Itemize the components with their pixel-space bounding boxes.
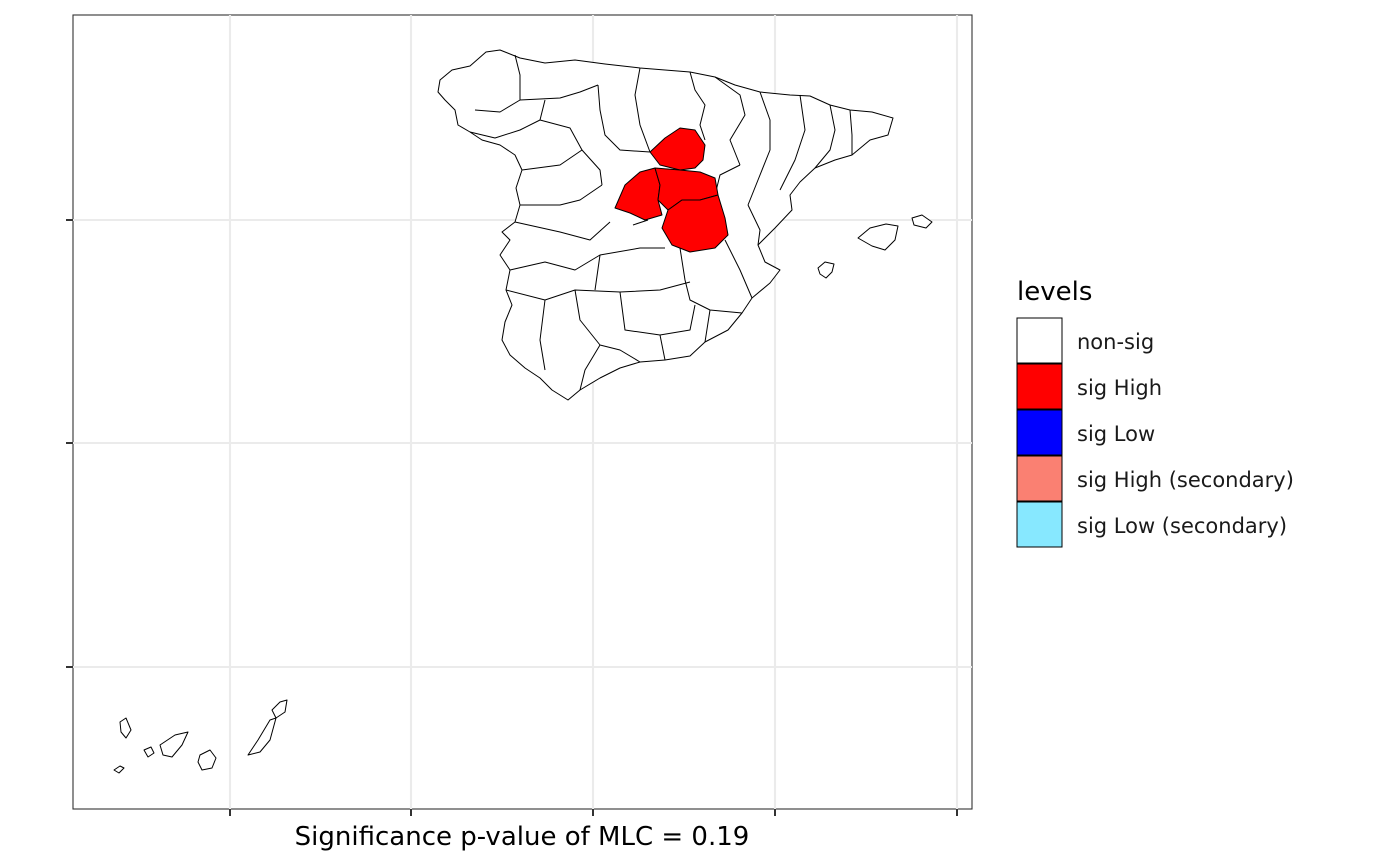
border-barcelona	[849, 109, 853, 155]
island-fuerteventura	[247, 717, 277, 756]
island-tenerife	[159, 731, 189, 758]
island-ibiza	[817, 261, 835, 279]
border-zaragoza	[747, 91, 771, 206]
border-almeria	[704, 309, 711, 343]
island-la-palma	[119, 717, 132, 739]
legend-label-sig-low-secondary: sig Low (secondary)	[1077, 514, 1287, 538]
legend: levels non-sig sig High sig Low sig High…	[1016, 277, 1294, 548]
border-teruel	[747, 204, 761, 246]
island-lanzarote	[271, 699, 288, 719]
legend-label-sig-high: sig High	[1077, 376, 1162, 400]
legend-key-sig-high-secondary	[1016, 455, 1063, 502]
border-albacete	[679, 247, 743, 314]
border-cadiz	[579, 344, 601, 391]
region-cuenca-toledo	[661, 194, 729, 253]
border-lleida	[814, 104, 836, 169]
border-burgos-w	[634, 67, 651, 153]
region-segovia	[649, 127, 706, 171]
island-mallorca	[857, 223, 899, 251]
legend-title: levels	[1017, 277, 1092, 307]
island-gran-canaria	[197, 749, 217, 771]
border-galicia-2	[469, 99, 546, 139]
border-huesca	[779, 94, 806, 191]
avila-tail	[632, 219, 649, 226]
legend-key-sig-low	[1016, 409, 1063, 456]
border-salamanca	[520, 184, 603, 206]
axis-ticks	[66, 219, 958, 816]
province-borders	[469, 54, 853, 391]
border-zamora	[521, 149, 583, 171]
map-regions	[113, 49, 933, 774]
island-el-hierro	[113, 765, 125, 774]
border-palencia	[597, 84, 651, 153]
legend-label-sig-high-secondary: sig High (secondary)	[1077, 468, 1294, 492]
legend-label-non-sig: non-sig	[1077, 330, 1154, 354]
border-ciudad-real-w	[594, 254, 601, 291]
island-menorca	[911, 214, 933, 229]
border-badajoz-n	[509, 247, 665, 271]
border-granada	[659, 334, 666, 361]
legend-key-non-sig	[1016, 317, 1063, 364]
legend-key-sig-high	[1016, 363, 1063, 410]
border-huelva	[539, 299, 546, 371]
border-andalucia-n	[505, 281, 691, 301]
border-valencia	[724, 239, 753, 299]
legend-label-sig-low: sig Low	[1077, 422, 1155, 446]
border-navarra	[714, 76, 746, 166]
x-axis-label: Significance p-value of MLC = 0.19	[295, 822, 750, 852]
legend-key-sig-low-secondary	[1016, 501, 1063, 548]
border-asturias	[519, 84, 599, 101]
border-caceres-n	[514, 221, 611, 241]
gridlines	[73, 15, 972, 809]
border-burgos-e	[689, 71, 706, 141]
island-la-gomera	[143, 746, 155, 758]
